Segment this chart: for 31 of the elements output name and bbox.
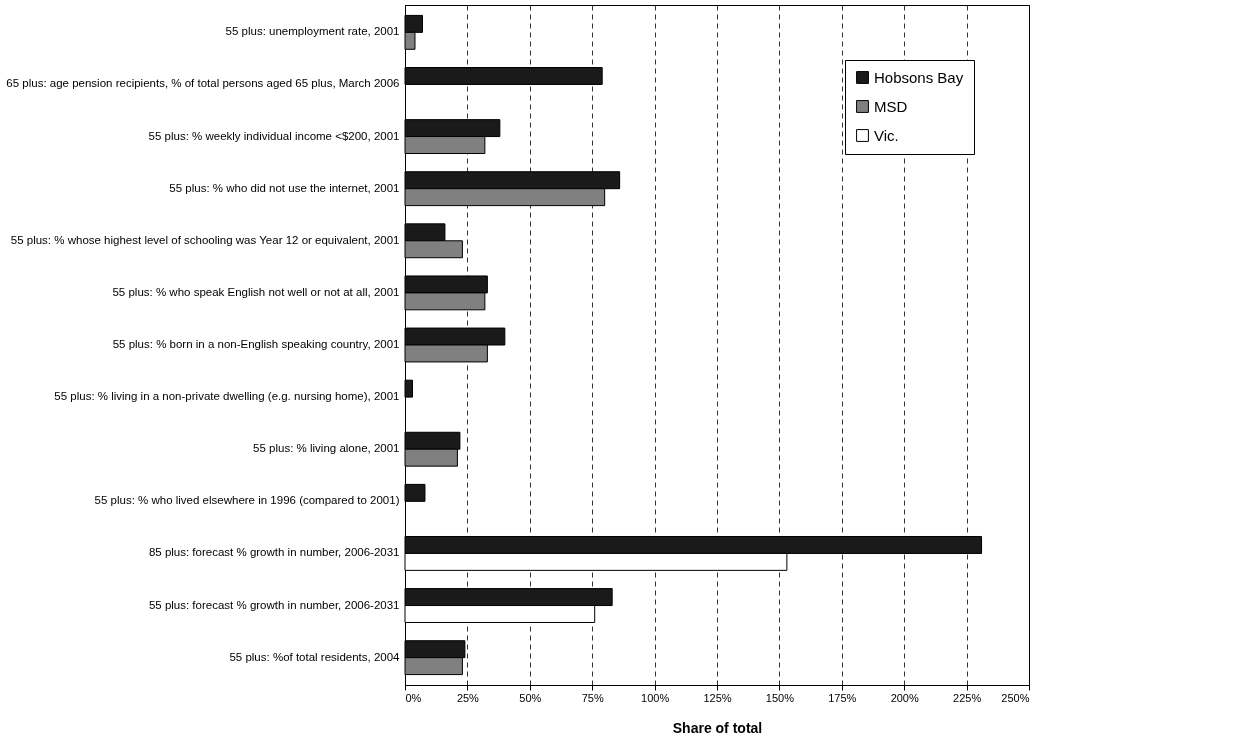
x-tick-label: 50% [519, 691, 542, 704]
x-tick-label: 175% [828, 691, 857, 704]
y-tick-label: 55 plus: unemployment rate, 2001 [225, 25, 400, 38]
x-tick-label: 250% [1001, 691, 1030, 704]
bar [404, 483, 426, 502]
y-tick-label: 55 plus: %of total residents, 2004 [229, 650, 401, 663]
x-axis-title: Share of total [672, 719, 763, 736]
y-tick-label: 65 plus: age pension recipients, % of total persons aged 65 plus, March 2006 [6, 77, 400, 90]
y-tick-label: 55 plus: % living in a non-private dwelling (e.g. nursing home), 2001 [54, 390, 400, 403]
y-tick-label: 55 plus: % who lived elsewhere in 1996 (compared to 2001) [94, 494, 400, 507]
x-tick-label: 225% [953, 691, 982, 704]
x-tick-label: 150% [765, 691, 795, 704]
x-tick-label: 75% [581, 691, 604, 704]
x-tick-label: 125% [703, 691, 732, 704]
y-tick-label: 55 plus: % who speak English not well or not at all, 2001 [112, 285, 400, 298]
legend-label: MSD [874, 97, 908, 115]
y-tick-label: 55 plus: forecast % growth in number, 2006-2031 [148, 598, 400, 611]
y-tick-label: 55 plus: % living alone, 2001 [253, 442, 400, 455]
x-tick-label: 25% [456, 691, 480, 704]
legend-label: Hobsons Bay [874, 68, 964, 86]
y-tick-label: 55 plus: % who did not use the internet, 2001 [169, 181, 400, 194]
x-tick-label: 200% [890, 691, 919, 704]
bar [404, 67, 603, 85]
bar [404, 379, 413, 398]
y-tick-label: 55 plus: % born in a non-English speaking country, 2001 [112, 338, 400, 350]
x-tick-label: 100% [641, 691, 670, 704]
y-tick-label: 55 plus: % whose highest level of schooling was Year 12 or equivalent, 2001 [10, 233, 400, 246]
y-tick-label: 85 plus: forecast % growth in number, 2006-2031 [148, 546, 400, 559]
y-tick-label: 55 plus: % weekly individual income <$200, 2001 [148, 129, 400, 142]
legend-label: Vic. [874, 126, 899, 144]
x-tick-label: 0% [405, 691, 422, 704]
